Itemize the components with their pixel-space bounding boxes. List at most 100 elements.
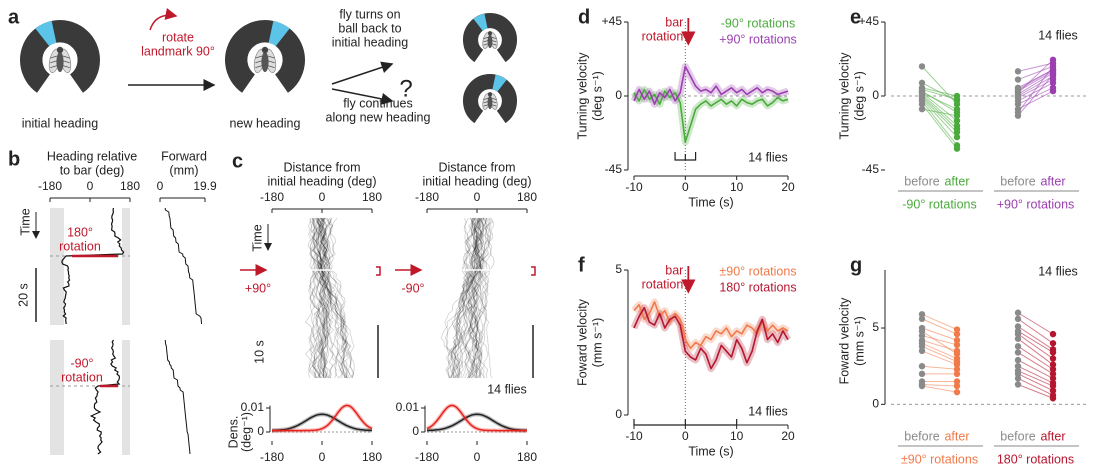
dot-before xyxy=(1014,86,1022,93)
outcome-label: ball back to xyxy=(338,21,401,35)
fly-body xyxy=(487,34,493,49)
event-label: -90° xyxy=(70,356,93,370)
dot-before xyxy=(1014,335,1022,342)
y-tick-label: +45 xyxy=(859,14,880,28)
raster-trace xyxy=(453,217,495,379)
tick-label: 0 xyxy=(474,190,481,204)
event-label: rotation xyxy=(642,29,684,43)
note: 14 flies xyxy=(1038,28,1078,42)
pair-link xyxy=(921,318,958,335)
dot-before xyxy=(918,370,926,378)
pair-link xyxy=(1017,318,1054,344)
dot-before xyxy=(1014,356,1022,364)
raster-trace xyxy=(315,217,334,379)
window-bracket xyxy=(674,152,697,161)
outcome-label: along new heading xyxy=(326,110,431,124)
pair-link xyxy=(921,384,958,387)
tick-label: 180 xyxy=(120,179,140,193)
window-bracket xyxy=(633,419,738,426)
pair-link xyxy=(1017,365,1054,384)
fly-leg xyxy=(483,97,489,101)
series-line xyxy=(633,88,789,143)
fly-body xyxy=(261,52,269,72)
raster-trace xyxy=(311,217,330,379)
bar-zone xyxy=(50,340,64,455)
pair-link xyxy=(1017,66,1054,113)
bar-zone xyxy=(122,340,130,455)
landmark xyxy=(492,74,507,92)
raster-trace xyxy=(316,217,334,379)
dot-before xyxy=(1014,101,1022,108)
raster-trace xyxy=(315,217,333,379)
dot-after xyxy=(953,378,961,385)
fly-leg xyxy=(267,55,275,59)
series-line xyxy=(633,306,789,370)
y-tick-label: 0 xyxy=(615,88,622,102)
dot-before xyxy=(1014,76,1022,83)
dot-after xyxy=(953,145,961,152)
y-tick-label: 0 xyxy=(615,407,622,421)
dot-after xyxy=(953,330,961,338)
dot-after xyxy=(1049,56,1057,64)
fly-leg xyxy=(483,36,489,40)
arena-ring xyxy=(463,74,517,124)
raster-trace xyxy=(469,217,492,379)
caption: initial heading xyxy=(22,116,98,130)
density-curve xyxy=(426,404,527,432)
tick-label: 180 xyxy=(517,190,537,204)
dot-after xyxy=(1049,355,1057,362)
panel-label: c xyxy=(232,150,243,172)
raster-trace xyxy=(309,217,328,379)
dot-after xyxy=(1049,366,1057,373)
dot-after xyxy=(1049,382,1057,390)
group-label: 180° rotations xyxy=(997,452,1074,466)
pair-link xyxy=(1017,377,1054,396)
axis-title: to bar (deg) xyxy=(60,163,125,177)
raster-trace xyxy=(318,217,337,379)
pair-link xyxy=(921,87,958,97)
tick-label: 0 xyxy=(474,450,481,464)
raster-trace xyxy=(320,217,346,379)
landmark xyxy=(473,13,488,31)
tick-label: 0.01 xyxy=(396,400,420,414)
y-axis-title: Turning velocity xyxy=(837,52,851,140)
fly-leg xyxy=(255,60,263,64)
y-axis-title: (mm s⁻¹) xyxy=(852,316,866,366)
pair-link xyxy=(1017,59,1054,94)
fly-leg xyxy=(483,101,489,104)
dot-before xyxy=(1014,309,1022,316)
y-axis-title: Foward velocity xyxy=(837,297,851,385)
dot-after xyxy=(953,128,961,136)
pair-link xyxy=(921,88,958,100)
event-label: rotation xyxy=(59,239,101,253)
outcome-label: fly continues xyxy=(343,96,412,110)
y-tick-label: +45 xyxy=(602,14,623,28)
pair-link xyxy=(1017,359,1054,379)
note: 14 flies xyxy=(748,404,788,418)
pair-link xyxy=(1017,72,1054,95)
event-bracket xyxy=(376,266,381,276)
dot-before xyxy=(1014,68,1022,75)
raster-trace xyxy=(308,217,326,379)
raster-trace xyxy=(311,217,349,379)
fly-head xyxy=(56,46,64,54)
fly-head xyxy=(487,31,493,36)
raster-trace xyxy=(450,217,482,379)
raster-trace xyxy=(316,217,328,379)
axis-title: initial heading (deg) xyxy=(267,174,376,188)
fly-leg xyxy=(491,97,497,101)
raster-trace xyxy=(440,217,487,379)
fly-leg xyxy=(255,65,263,68)
pair-link xyxy=(921,97,958,133)
raster-trace xyxy=(317,217,355,379)
dot-after xyxy=(1049,361,1057,368)
pair-link xyxy=(921,365,958,370)
event-label: -90° xyxy=(401,281,424,295)
dot-after xyxy=(953,388,961,396)
raster-trace xyxy=(459,217,493,379)
fly-leg xyxy=(267,60,275,64)
raster-trace xyxy=(317,217,337,379)
raster-trace xyxy=(314,217,329,379)
raster-trace xyxy=(308,217,333,379)
x-tick-label: 20 xyxy=(781,429,795,443)
